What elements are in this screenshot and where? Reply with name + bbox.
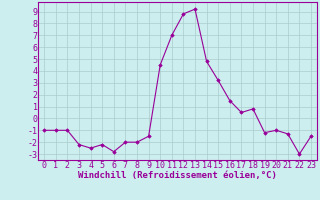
X-axis label: Windchill (Refroidissement éolien,°C): Windchill (Refroidissement éolien,°C) bbox=[78, 171, 277, 180]
